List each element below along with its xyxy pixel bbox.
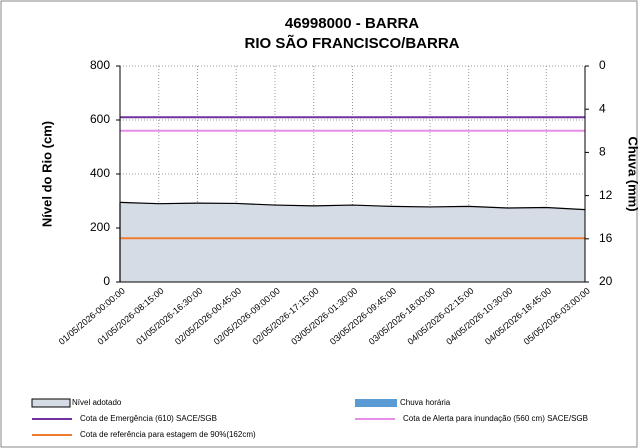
y2-tick-label: 4: [599, 101, 606, 115]
area: [120, 202, 585, 282]
chart-title: 46998000 - BARRA: [285, 15, 419, 32]
y-tick-label: 200: [90, 220, 110, 234]
legend-label: Nível adotado: [72, 398, 122, 407]
y2-tick-label: 0: [599, 58, 606, 72]
legend-label: Cota de referência para estagem de 90%(1…: [80, 430, 256, 439]
y2-tick-label: 20: [599, 274, 613, 288]
legend-label: Cota de Emergência (610) SACE/SGB: [80, 414, 217, 423]
legend-swatch: [31, 398, 71, 408]
area-line: [119, 201, 586, 211]
y2-tick-label: 8: [599, 145, 606, 159]
chart-subtitle: RIO SÃO FRANCISCO/BARRA: [244, 34, 459, 52]
legend-label: Chuva horária: [400, 398, 451, 407]
y2-tick-label: 16: [599, 231, 613, 245]
y-tick-label: 400: [90, 166, 110, 180]
y2-tick-label: 12: [599, 188, 613, 202]
y-axis-label: Nível do Rio (cm): [39, 121, 54, 227]
y2-axis-label: Chuva (mm): [626, 136, 638, 211]
y-tick-label: 800: [90, 58, 110, 72]
y-tick-label: 0: [103, 274, 110, 288]
y-tick-label: 600: [90, 112, 110, 126]
legend-label: Cota de Alerta para inundação (560 cm) S…: [403, 414, 588, 423]
legend-swatch: [355, 399, 397, 407]
